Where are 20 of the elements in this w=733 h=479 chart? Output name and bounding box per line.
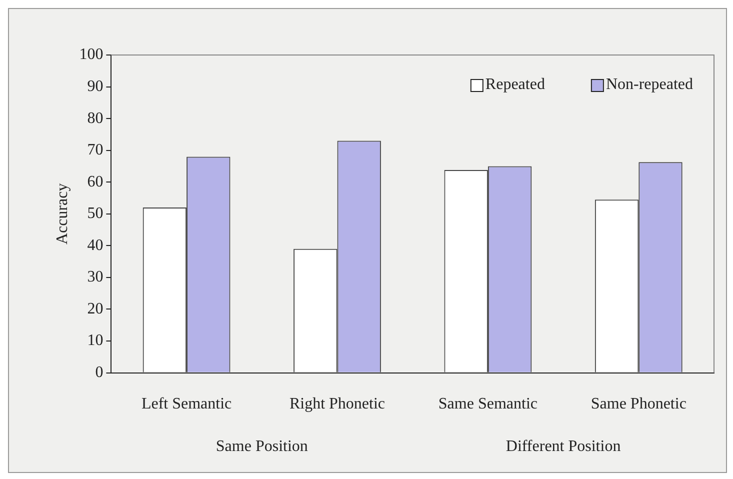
y-tick-label: 20 (87, 300, 104, 318)
y-tick-label: 30 (87, 268, 104, 286)
y-axis-title: Accuracy (54, 183, 71, 245)
y-tick-label: 10 (87, 332, 104, 350)
y-tick-label: 70 (87, 142, 104, 159)
text: Same Position (216, 438, 308, 456)
x-tick-label: Right Phonetic (289, 396, 386, 413)
y-tick-label: 40 (87, 236, 104, 254)
y-tick-label: 0 (95, 364, 104, 382)
legend-label: Non-repeated (606, 76, 693, 94)
y-tick-label: 80 (87, 110, 104, 127)
x-tick-label: Same Phonetic (590, 396, 686, 413)
y-tick-label: 100 (79, 46, 104, 64)
y-tick-label: 90 (87, 78, 104, 95)
text: Different Position (506, 438, 621, 456)
legend-label: Repeated (485, 76, 545, 94)
y-tick-label: 60 (87, 173, 104, 190)
x-tick-label: Same Semantic (438, 396, 538, 413)
y-tick-label: 50 (87, 205, 104, 222)
x-tick-label: Left Semantic (141, 396, 232, 413)
